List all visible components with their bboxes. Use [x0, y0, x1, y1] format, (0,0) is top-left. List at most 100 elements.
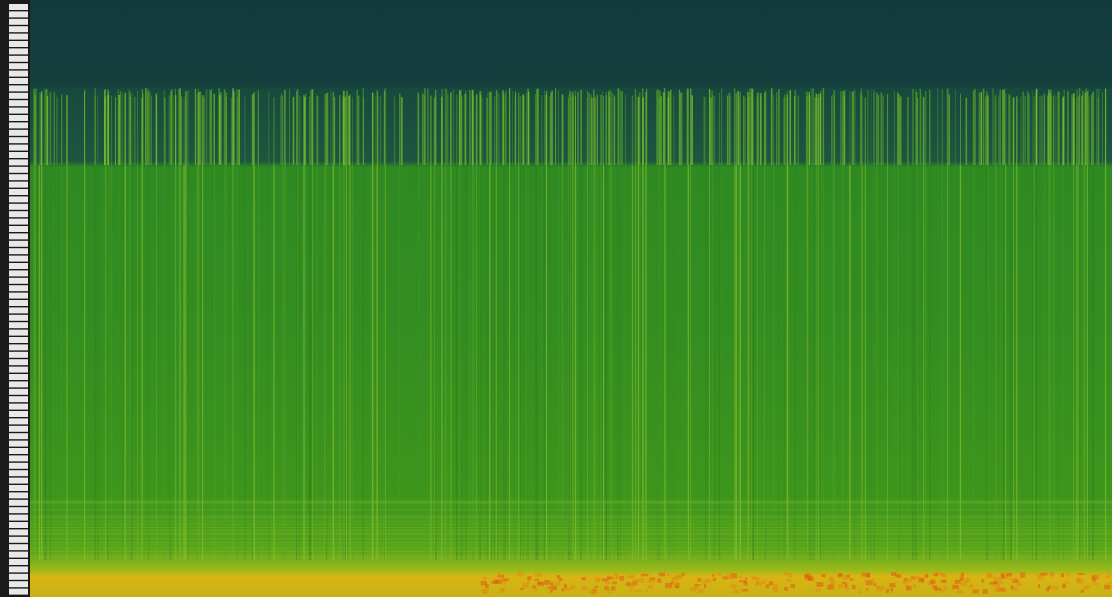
hot-spot	[681, 573, 684, 576]
hot-spot	[1077, 579, 1084, 584]
hot-spot	[535, 588, 537, 591]
ruler-cell	[9, 515, 28, 521]
hot-spot	[906, 586, 911, 591]
ruler-cell	[9, 330, 28, 336]
hot-spot	[626, 582, 631, 586]
ruler-cell	[9, 189, 28, 195]
hot-spot	[698, 589, 704, 593]
hot-spot	[773, 588, 778, 593]
hot-spot	[889, 583, 895, 587]
ruler-cell	[9, 529, 28, 535]
hot-spot	[647, 585, 653, 588]
ruler-cell	[9, 367, 28, 373]
ruler-cell	[9, 56, 28, 62]
ruler-cell	[9, 233, 28, 239]
hot-spot	[933, 585, 938, 589]
hot-spot	[675, 586, 678, 589]
hot-spot	[532, 585, 535, 588]
hot-spot	[667, 574, 670, 576]
hot-spot	[734, 590, 740, 594]
hot-spot	[762, 580, 765, 583]
hot-spot	[534, 579, 539, 581]
hot-spot	[555, 582, 561, 586]
hot-spot	[1061, 573, 1064, 577]
ruler-cell	[9, 285, 28, 291]
hot-spot	[559, 578, 563, 581]
hot-spot	[611, 586, 615, 590]
hot-spot	[930, 580, 936, 585]
ruler-cell	[9, 19, 28, 25]
hot-spot	[606, 581, 611, 584]
hot-spot	[952, 585, 958, 589]
ruler-cell	[9, 93, 28, 99]
ruler-cell	[9, 226, 28, 232]
ruler-cell	[9, 359, 28, 365]
hot-spot	[890, 588, 893, 592]
page: (() => { const NS = 'http://www.w3.org/2…	[0, 0, 1112, 597]
ruler-cell	[9, 426, 28, 432]
hot-spot	[786, 580, 792, 582]
hot-spot	[1078, 573, 1084, 575]
hot-spot	[1105, 576, 1110, 579]
ruler-cell	[9, 344, 28, 350]
hot-spot	[791, 584, 796, 588]
ruler-cell	[9, 26, 28, 32]
hot-spot	[551, 582, 553, 586]
hot-spot	[557, 575, 561, 578]
hot-spot	[595, 586, 598, 588]
hot-spot	[527, 579, 529, 583]
hot-spot	[570, 585, 575, 589]
ruler-cell	[9, 381, 28, 387]
hot-spot	[520, 588, 524, 590]
hot-spot	[815, 588, 821, 591]
ruler-cell	[9, 389, 28, 395]
hot-spot	[842, 582, 846, 584]
hot-spot	[743, 581, 747, 586]
ruler-cell	[9, 115, 28, 121]
hot-spot	[852, 585, 856, 589]
ruler-cell	[9, 478, 28, 484]
ruler-cell	[9, 78, 28, 84]
hot-spot	[717, 573, 721, 576]
hot-spot	[615, 577, 618, 579]
ruler-cell	[9, 248, 28, 254]
ruler-cell	[9, 71, 28, 77]
ruler-cell	[9, 589, 28, 595]
hot-spot	[941, 590, 943, 593]
hot-spot	[1062, 584, 1066, 588]
hot-spot	[1038, 584, 1040, 588]
hot-spot	[847, 588, 849, 591]
ruler-cell	[9, 492, 28, 498]
hot-spot	[1016, 583, 1021, 586]
hot-spot	[697, 578, 701, 581]
hot-spot	[933, 573, 938, 576]
hot-spot	[837, 574, 841, 577]
hot-spot	[1092, 583, 1098, 586]
hot-spot	[769, 581, 773, 585]
spectrogram-view	[0, 0, 1112, 597]
hot-spot	[535, 573, 542, 576]
hot-spot	[756, 582, 762, 586]
hot-spot	[659, 573, 665, 577]
ruler-cell	[9, 455, 28, 461]
ruler-cell	[9, 48, 28, 54]
hot-spot	[1094, 575, 1099, 579]
ruler-cell	[9, 122, 28, 128]
ruler-cell	[9, 270, 28, 276]
hot-spot	[481, 581, 487, 585]
hot-spot	[635, 590, 641, 592]
hot-spot	[648, 579, 655, 583]
hot-spot	[482, 590, 489, 594]
hot-spot	[607, 577, 613, 580]
hot-spot	[918, 578, 924, 582]
hot-spot	[646, 590, 649, 592]
hot-spot	[838, 584, 843, 589]
ruler-cell	[9, 537, 28, 543]
ruler-cell	[9, 182, 28, 188]
hot-spot	[604, 586, 608, 590]
hot-spot	[821, 574, 826, 577]
hot-spot	[1067, 573, 1069, 577]
ruler-cell	[9, 196, 28, 202]
hot-spot	[943, 586, 947, 590]
hot-spot	[1104, 585, 1111, 590]
